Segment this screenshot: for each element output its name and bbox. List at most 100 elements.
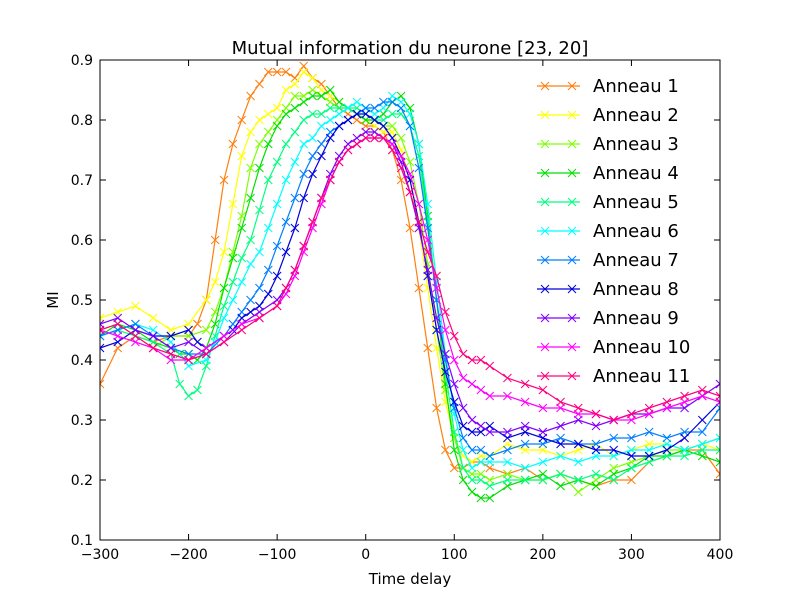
legend-label: Anneau 6 — [593, 221, 679, 242]
data-point — [299, 241, 309, 251]
data-point — [520, 397, 530, 407]
data-point — [255, 205, 264, 215]
data-point — [290, 223, 300, 233]
data-point — [219, 283, 229, 293]
data-point — [441, 349, 450, 359]
x-tick-label: 200 — [529, 547, 556, 563]
data-point — [325, 133, 335, 143]
data-point — [556, 397, 565, 407]
y-axis-label: MI — [44, 291, 62, 308]
data-point — [591, 409, 601, 419]
data-point — [556, 469, 565, 479]
chart-title: Mutual information du neurone [23, 20] — [232, 38, 589, 59]
data-point — [715, 391, 720, 401]
data-point — [441, 367, 450, 377]
data-point — [405, 121, 415, 131]
data-point — [627, 451, 636, 461]
data-point — [219, 247, 229, 257]
data-point — [485, 493, 495, 503]
data-point — [396, 103, 406, 113]
data-point — [272, 103, 282, 113]
data-point — [219, 301, 229, 311]
data-point — [237, 325, 247, 335]
data-point — [449, 379, 459, 389]
data-point — [210, 277, 220, 287]
data-point — [715, 469, 720, 479]
data-point — [263, 127, 273, 137]
data-point — [113, 319, 123, 329]
x-axis-label: Time delay — [368, 570, 452, 588]
data-point — [485, 451, 495, 461]
legend-marker — [567, 168, 577, 178]
data-point — [100, 379, 105, 389]
data-point — [379, 133, 388, 143]
data-point — [458, 421, 468, 431]
data-point — [405, 157, 415, 167]
data-point — [609, 475, 619, 485]
legend-label: Anneau 11 — [593, 366, 690, 387]
x-tick-label: 400 — [707, 547, 734, 563]
series-line-4 — [100, 89, 720, 499]
data-point — [379, 121, 388, 131]
data-point — [715, 433, 720, 443]
data-point — [476, 475, 486, 485]
data-point — [272, 121, 282, 131]
data-point — [290, 79, 300, 89]
data-point — [387, 121, 397, 131]
data-point — [538, 403, 548, 413]
data-point — [467, 463, 477, 473]
series-line-6 — [100, 95, 720, 469]
series-line-2 — [100, 71, 720, 463]
data-point — [281, 139, 291, 149]
legend-marker — [540, 284, 550, 294]
data-point — [317, 193, 326, 203]
data-point — [467, 475, 477, 485]
legend-label: Anneau 7 — [593, 250, 679, 271]
data-point — [325, 175, 335, 185]
data-point — [317, 121, 326, 131]
data-point — [520, 463, 530, 473]
data-point — [325, 115, 335, 125]
data-point — [405, 223, 415, 233]
legend-marker — [540, 139, 550, 149]
data-point — [627, 463, 636, 473]
data-point — [503, 475, 512, 485]
data-point — [405, 187, 415, 197]
data-point — [193, 319, 202, 329]
y-tick-label: 0.9 — [71, 53, 93, 69]
data-point — [414, 139, 424, 149]
data-point — [467, 355, 477, 365]
data-point — [263, 265, 273, 275]
data-point — [317, 151, 326, 161]
data-point — [281, 247, 291, 257]
legend-marker — [540, 371, 550, 381]
data-point — [255, 163, 264, 173]
data-point — [432, 403, 441, 413]
data-point — [449, 463, 459, 473]
legend-label: Anneau 4 — [593, 163, 679, 184]
ticks-layer: −300 −200 −100 0 100 200 300 400 0.1 0.2 0.3 0.4 0.5… — [71, 53, 734, 563]
data-point — [423, 265, 433, 275]
data-point — [228, 139, 238, 149]
data-point — [538, 385, 548, 395]
data-point — [370, 103, 379, 113]
data-point — [573, 457, 583, 467]
data-point — [476, 445, 486, 455]
legend-item: Anneau 9 — [537, 308, 679, 329]
data-point — [458, 445, 468, 455]
data-point — [503, 373, 512, 383]
data-point — [379, 97, 388, 107]
data-point — [219, 313, 229, 323]
legend-marker — [567, 81, 577, 91]
data-point — [680, 433, 689, 443]
data-point — [387, 145, 397, 155]
data-point — [467, 379, 477, 389]
data-point — [503, 457, 512, 467]
data-point — [627, 475, 636, 485]
data-point — [352, 139, 362, 149]
data-point — [627, 433, 636, 443]
data-point — [184, 391, 193, 401]
data-point — [680, 391, 689, 401]
series-markers-11 — [100, 133, 720, 425]
